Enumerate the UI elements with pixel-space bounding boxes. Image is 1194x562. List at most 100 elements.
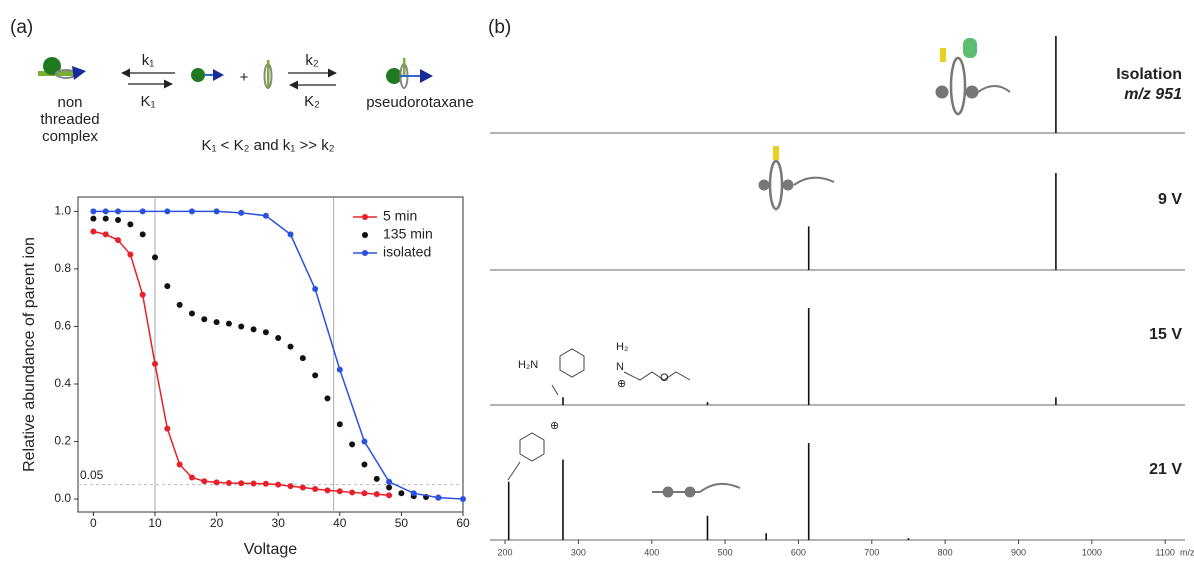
benzene-icon bbox=[559, 348, 585, 378]
data-point bbox=[312, 485, 319, 492]
data-point bbox=[460, 496, 466, 503]
data-point bbox=[139, 208, 146, 215]
data-point bbox=[386, 478, 393, 485]
data-point bbox=[225, 320, 232, 327]
data-point bbox=[275, 334, 282, 341]
data-point bbox=[349, 489, 356, 496]
data-point bbox=[115, 208, 122, 215]
data-point bbox=[262, 480, 269, 487]
pointer bbox=[551, 384, 559, 396]
data-point bbox=[188, 474, 195, 481]
data-point bbox=[386, 484, 393, 491]
data-point bbox=[336, 366, 343, 373]
y-tick-label: 0.2 bbox=[54, 434, 71, 448]
x-tick-label: 500 bbox=[718, 547, 733, 557]
y-axis-label: Relative abundance of parent ion bbox=[21, 237, 38, 472]
data-point bbox=[324, 487, 331, 494]
scheme: non threaded complex k₁ K₁ + k₂ K₂ pseud… bbox=[38, 52, 474, 154]
chain-icon bbox=[699, 482, 741, 493]
data-point bbox=[164, 208, 171, 215]
x-tick-label: 1100 bbox=[1156, 547, 1175, 557]
data-point bbox=[139, 231, 146, 238]
x-tick-label: 50 bbox=[395, 516, 409, 530]
chem-label: H₂N bbox=[518, 359, 538, 371]
benzene-icon bbox=[519, 432, 545, 462]
data-point bbox=[287, 231, 294, 238]
stopper-icon bbox=[191, 68, 205, 82]
spectrum: 21 V 200 300 400 500 600 700 800 900 1000 1100 m/z bbox=[490, 443, 1194, 557]
chain-icon bbox=[977, 85, 1011, 93]
data-point bbox=[188, 310, 195, 317]
spectrum-sublabel: m/z 951 bbox=[1124, 86, 1182, 103]
y-tick-label: 1.0 bbox=[54, 204, 71, 218]
chem-label: N bbox=[616, 361, 624, 373]
data-point bbox=[213, 208, 220, 215]
data-point bbox=[176, 461, 183, 468]
data-point bbox=[201, 478, 208, 485]
data-point bbox=[435, 494, 442, 501]
x-tick-label: 700 bbox=[864, 547, 879, 557]
data-point bbox=[299, 355, 306, 362]
data-point bbox=[312, 286, 319, 293]
plus-sign: + bbox=[240, 69, 249, 86]
rate-label: K₂ bbox=[304, 93, 320, 110]
rate-label: k₁ bbox=[142, 52, 155, 69]
rate-label: k₂ bbox=[305, 52, 319, 69]
data-point bbox=[287, 343, 294, 350]
spectrum-label: 15 V bbox=[1149, 326, 1182, 343]
data-point bbox=[398, 490, 405, 497]
spectrum-label: 21 V bbox=[1149, 461, 1182, 478]
data-point bbox=[176, 301, 183, 308]
data-point bbox=[152, 360, 158, 367]
x-tick-label: 600 bbox=[791, 547, 806, 557]
spectrum-label: Isolation bbox=[1116, 66, 1182, 83]
spectrum: Isolation m/z 951 bbox=[490, 36, 1185, 134]
data-point bbox=[262, 329, 269, 336]
data-point bbox=[164, 425, 171, 432]
data-point bbox=[238, 323, 245, 330]
ring-icon bbox=[949, 56, 967, 116]
y-tick-label: 0.8 bbox=[54, 261, 71, 275]
data-point bbox=[139, 291, 146, 298]
x-tick-label: 400 bbox=[644, 547, 659, 557]
stopper-icon bbox=[386, 68, 402, 84]
stopper-icon bbox=[963, 38, 977, 58]
axle-icon bbox=[267, 60, 270, 88]
data-point bbox=[336, 488, 343, 495]
data-point bbox=[201, 316, 208, 323]
data-point bbox=[115, 237, 122, 244]
triangle-icon bbox=[72, 66, 86, 80]
legend-marker bbox=[362, 232, 368, 238]
data-point bbox=[361, 490, 368, 497]
x-tick-label: 900 bbox=[1011, 547, 1026, 557]
data-point bbox=[361, 461, 368, 468]
data-point bbox=[287, 483, 294, 490]
data-point bbox=[102, 231, 109, 238]
data-point bbox=[299, 484, 306, 491]
plot-frame bbox=[77, 196, 464, 513]
scheme-label: pseudorotaxane bbox=[366, 94, 474, 111]
spectrum: 15 V bbox=[490, 308, 1185, 406]
axle-icon bbox=[38, 71, 78, 76]
ring-icon bbox=[768, 159, 784, 211]
pointer bbox=[507, 461, 521, 481]
data-point bbox=[127, 251, 134, 258]
data-point bbox=[164, 283, 171, 290]
x-tick-label: 1000 bbox=[1082, 547, 1102, 557]
threshold-label: 0.05 bbox=[80, 468, 104, 482]
stopper-icon bbox=[940, 48, 946, 62]
data-point bbox=[152, 254, 158, 261]
rate-label: K₁ bbox=[140, 93, 155, 110]
data-point bbox=[238, 480, 245, 487]
legend-label: isolated bbox=[383, 244, 431, 260]
x-tick-label: 300 bbox=[571, 547, 586, 557]
data-point bbox=[361, 438, 368, 445]
data-point bbox=[90, 228, 97, 235]
x-tick-label: 0 bbox=[90, 516, 97, 530]
atom-icon bbox=[965, 85, 979, 99]
data-point bbox=[373, 491, 380, 498]
data-point bbox=[127, 221, 134, 228]
x-axis-label: Voltage bbox=[244, 541, 297, 558]
data-point bbox=[102, 208, 109, 215]
